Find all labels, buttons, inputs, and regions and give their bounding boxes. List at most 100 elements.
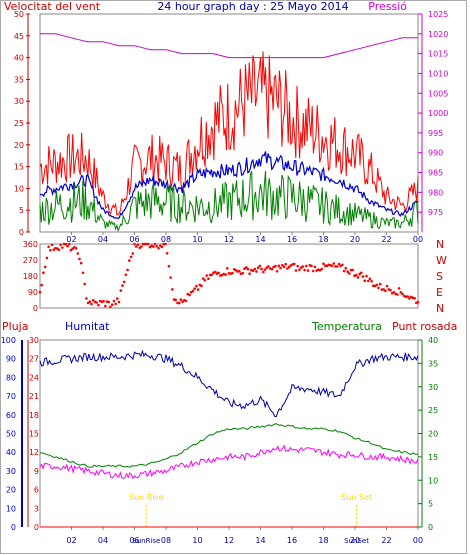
humidity-tick-label: 9 [34,467,39,476]
direction-point [195,284,198,288]
direction-point [389,288,392,292]
direction-point [260,267,263,271]
direction-point [298,268,301,272]
direction-point [107,300,110,304]
pressure-tick-label: 995 [428,129,443,138]
x-tick-label: 14 [255,235,265,244]
wind-tick-label: 10 [14,184,24,193]
wind-avg-line [39,151,419,220]
direction-point [262,270,265,274]
rain-tick-label: 100 [1,336,16,345]
direction-tick-label: 360 [23,240,38,249]
x-tick-label: 00 [413,235,423,244]
direction-point [164,242,167,246]
direction-point [406,295,410,298]
direction-point [286,267,289,270]
direction-point [67,242,71,246]
direction-point [66,244,69,248]
pressure-tick-label: 980 [428,188,443,197]
direction-point [88,300,92,304]
direction-point [136,243,140,246]
direction-point [344,267,348,270]
direction-point [146,242,150,246]
wind-speed-title: Velocitat del vent [4,0,101,13]
direction-point [83,282,86,286]
temperature-tick-label: 30 [428,383,438,392]
temperature-title: Temperatura [311,320,382,333]
direction-point [244,266,248,269]
temperature-tick-label: 25 [428,406,438,415]
humidity-tick-label: 27 [29,355,39,364]
x-tick-label: 08 [161,235,171,244]
direction-point [160,245,164,249]
compass-label: W [436,254,447,267]
x-tick-label: 08 [161,536,171,545]
direction-point [200,284,203,288]
compass-label: E [436,286,443,299]
direction-point [270,267,274,271]
direction-point [258,264,262,268]
direction-point [294,269,298,272]
direction-point [196,288,200,291]
direction-point [92,298,95,302]
direction-point [341,263,344,267]
direction-point [193,287,196,291]
direction-point [109,305,112,309]
humidity-tick-label: 6 [34,486,39,495]
direction-point [408,297,411,300]
direction-point [61,246,64,249]
direction-point [303,268,306,272]
direction-point [122,280,126,284]
humidity-tick-label: 3 [34,504,39,513]
direction-point [382,288,385,291]
direction-point [284,262,288,266]
x-tick-label: 10 [192,235,202,244]
wind-tick-label: 25 [14,119,24,128]
rain-tick-label: 50 [6,430,16,439]
direction-point [351,268,355,272]
direction-point [335,265,339,268]
direction-point [191,289,195,293]
direction-point [64,242,68,246]
direction-tick-label: 180 [23,272,38,281]
wind-low-line [39,170,419,232]
x-tick-label: 12 [224,536,234,545]
rain-tick-label: 10 [6,504,16,513]
direction-point [332,262,336,265]
direction-point [188,293,191,297]
direction-point [238,269,241,273]
rain-tick-label: 70 [6,392,16,401]
direction-point [330,264,334,268]
direction-point [306,269,310,272]
direction-point [310,264,313,268]
direction-point [171,288,174,291]
direction-point [78,257,81,261]
temperature-tick-label: 35 [428,359,438,368]
direction-point [413,296,416,300]
direction-point [356,276,360,279]
pressure-tick-label: 1010 [428,69,448,78]
direction-point [279,266,282,270]
direction-point [47,245,50,249]
humidity-title: Humitat [65,320,110,333]
direction-point [110,303,114,307]
rain-tick-label: 80 [6,373,16,382]
x-tick-label: 14 [255,536,265,545]
direction-point [366,279,370,283]
direction-point [365,274,368,278]
direction-point [116,297,119,300]
direction-point [311,269,315,273]
x-tick-label: 00 [413,536,423,545]
temperature-tick-label: 15 [428,453,438,462]
direction-point [177,301,181,305]
humidity-tick-label: 15 [29,430,39,439]
x-tick-label: 06 [129,235,139,244]
direction-point [79,261,83,265]
x-tick-label: 22 [381,536,391,545]
direction-point [296,264,300,268]
humidity-tick-label: 12 [29,448,39,457]
direction-point [153,242,157,246]
direction-point [59,243,62,247]
pressure-tick-label: 1015 [428,50,448,59]
